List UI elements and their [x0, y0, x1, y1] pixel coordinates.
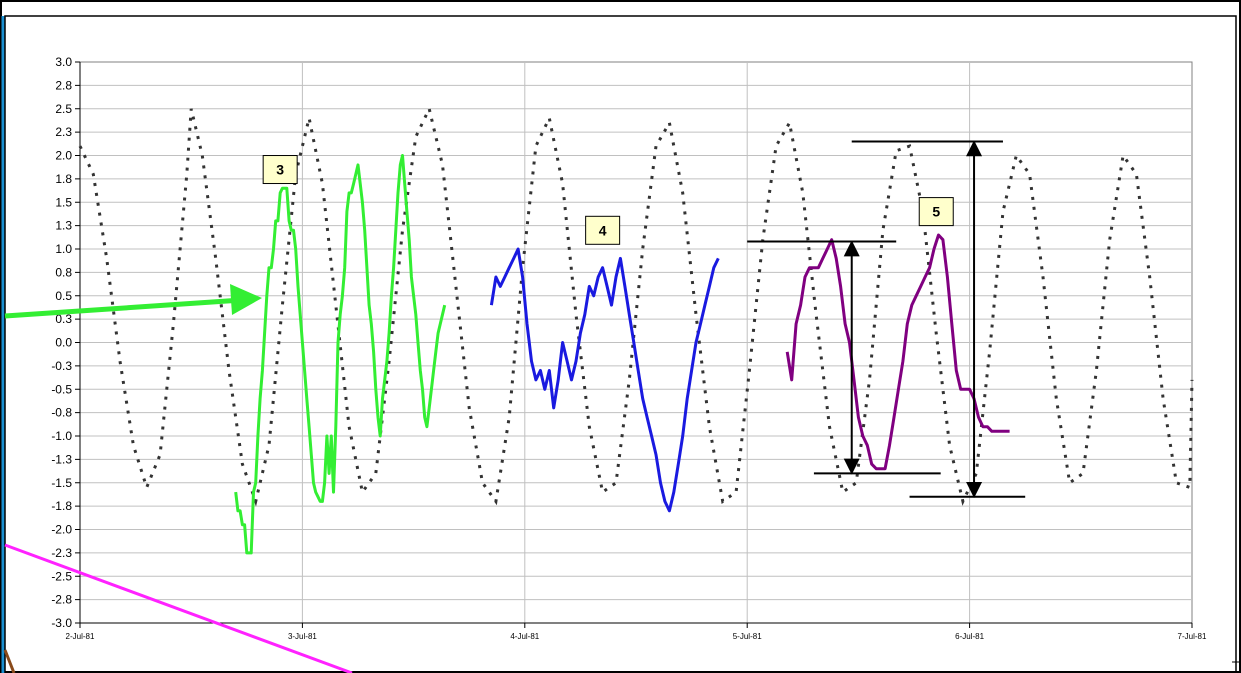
y-tick-label: 2.8	[55, 78, 72, 92]
inner-frame	[4, 15, 1237, 673]
axis-layer: 3.0 2.8 2.5 2.3 2.0 1.8 1.5 1.3 1.0 0.8 0.5 0.3 0.0 -…	[51, 55, 1207, 641]
y-tick-label: -1.5	[51, 476, 72, 490]
callout-box	[918, 197, 954, 227]
callout-box	[262, 155, 298, 185]
y-tick-label: -1.3	[51, 452, 72, 466]
x-tick-label: 6-Jul-81	[955, 632, 984, 641]
data-series-segment-4	[489, 247, 720, 513]
annotation-layer: 3 4 5	[262, 140, 1026, 498]
y-tick-label: 2.3	[55, 125, 72, 139]
y-tick-label: -1.8	[51, 499, 72, 513]
y-tick-label: 1.3	[55, 219, 72, 233]
y-tick-label: 2.5	[55, 102, 72, 116]
y-tick-label: -1.0	[51, 429, 72, 443]
reference-dotted-series	[78, 104, 1194, 507]
y-tick-label: 1.8	[55, 172, 72, 186]
y-tick-label: -2.8	[51, 593, 72, 607]
callout-label: 3	[276, 162, 284, 178]
data-series-segment-3	[234, 154, 447, 555]
y-tick-label: 3.0	[55, 55, 72, 69]
y-tick-label: 2.0	[55, 149, 72, 163]
magenta-pointer-line	[4, 543, 353, 673]
x-tick-label: 2-Jul-81	[66, 632, 95, 641]
y-tick-label: 1.5	[55, 195, 72, 209]
y-tick-label: 0.0	[55, 336, 72, 350]
y-tick-label: 0.5	[55, 289, 72, 303]
green-pointer-arrow	[4, 297, 243, 319]
callout-label: 5	[932, 204, 940, 220]
y-tick-label: -0.5	[51, 382, 72, 396]
callout-label: 4	[599, 222, 607, 238]
green-pointer-arrowhead	[230, 284, 262, 315]
x-tick-label: 4-Jul-81	[510, 632, 539, 641]
x-tick-label: 7-Jul-81	[1178, 632, 1207, 641]
brown-corner-mark	[3, 649, 16, 673]
y-tick-label: -2.5	[51, 569, 72, 583]
x-tick-label: 3-Jul-81	[288, 632, 317, 641]
y-tick-label: -2.3	[51, 546, 72, 560]
x-tick-label: 5-Jul-81	[733, 632, 762, 641]
y-tick-label: -0.8	[51, 406, 72, 420]
y-tick-label: 0.8	[55, 265, 72, 279]
y-tick-label: -0.3	[51, 359, 72, 373]
y-tick-label: -2.0	[51, 523, 72, 537]
y-tick-label: 0.3	[55, 312, 72, 326]
callout-box	[585, 215, 621, 245]
y-tick-label: -3.0	[51, 616, 72, 630]
y-tick-label: 1.0	[55, 242, 72, 256]
